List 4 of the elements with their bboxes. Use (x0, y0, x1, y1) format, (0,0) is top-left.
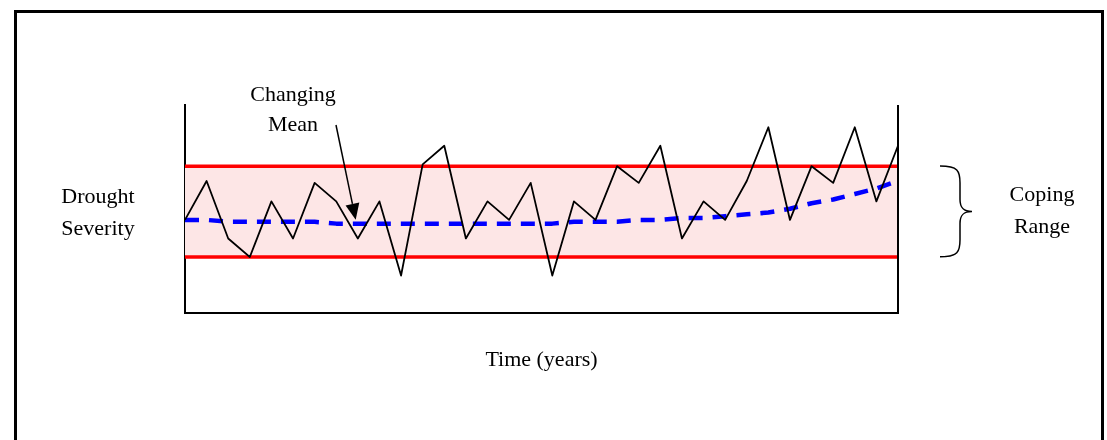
y-axis-title: Drought Severity (61, 182, 135, 240)
x-axis-title: Time (years) (485, 346, 598, 372)
annotation: Changing Mean (250, 80, 336, 136)
text: Coping Range (1009, 181, 1075, 239)
